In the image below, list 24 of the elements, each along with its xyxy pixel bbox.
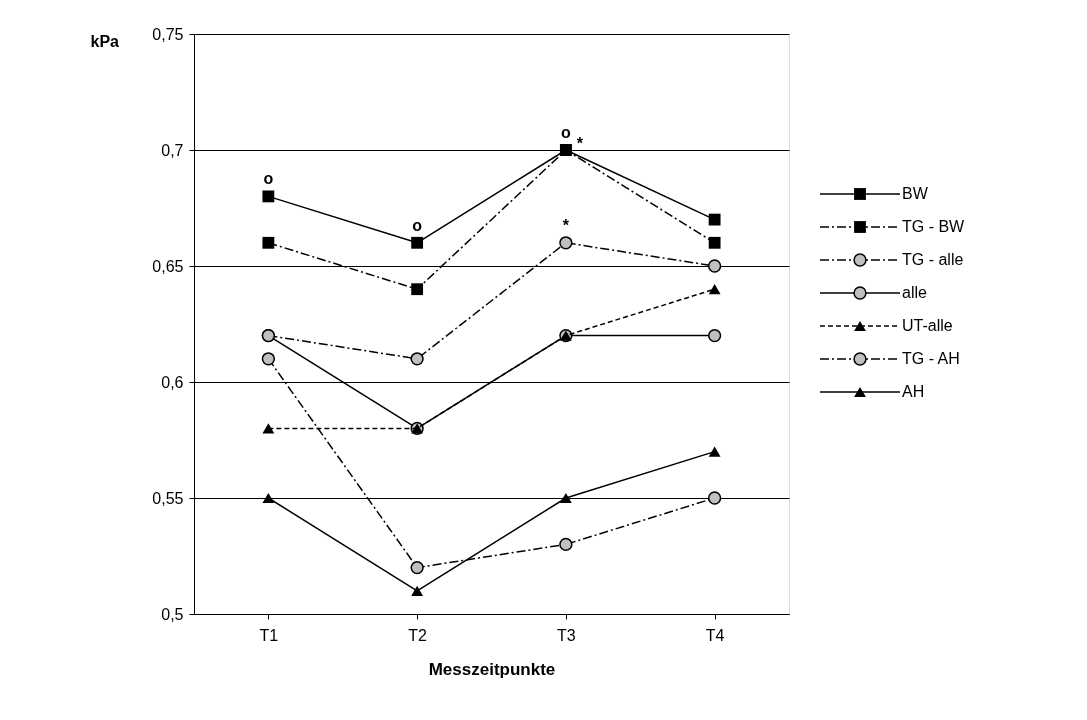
y-tick-label: 0,55 xyxy=(152,489,184,507)
x-tick-label: T3 xyxy=(557,626,576,644)
x-tick-label: T2 xyxy=(408,626,428,644)
legend-label: UT-alle xyxy=(902,317,953,334)
annotation: o xyxy=(263,170,274,188)
y-tick-label: 0,6 xyxy=(161,373,184,391)
y-tick-label: 0,65 xyxy=(152,257,184,275)
y-axis-title: kPa xyxy=(90,33,120,50)
y-tick-label: 0,75 xyxy=(152,25,184,43)
annotation: * xyxy=(562,216,570,234)
legend-label: TG - alle xyxy=(902,251,964,268)
x-axis-title: Messzeitpunkte xyxy=(428,659,556,679)
annotation: o xyxy=(560,124,571,141)
annotation: o xyxy=(412,216,423,234)
legend-label: TG - AH xyxy=(902,350,960,367)
y-tick-label: 0,5 xyxy=(161,605,184,623)
annotation: * xyxy=(576,135,584,152)
x-tick-label: T4 xyxy=(705,626,725,644)
y-tick-label: 0,7 xyxy=(161,141,184,159)
legend-label: BW xyxy=(902,185,929,202)
legend-label: AH xyxy=(902,383,925,400)
legend-label: TG - BW xyxy=(902,218,966,235)
x-tick-label: T1 xyxy=(259,626,279,644)
legend-label: alle xyxy=(902,284,928,301)
